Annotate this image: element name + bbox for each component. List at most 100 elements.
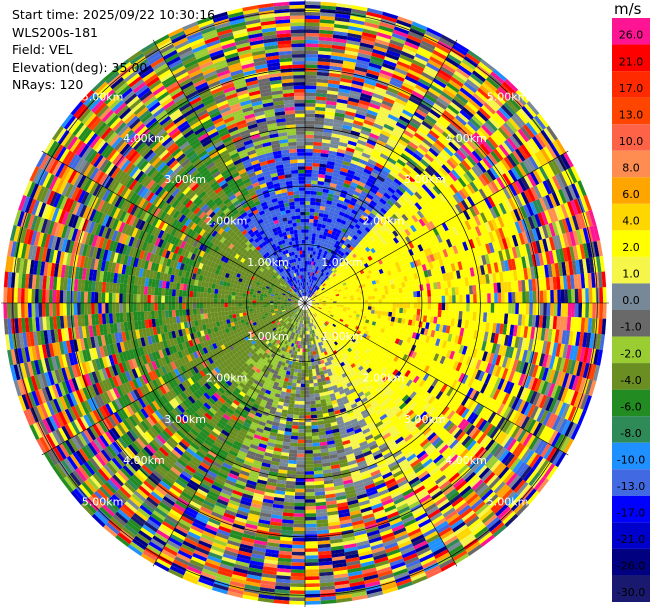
velocity-gate — [383, 271, 389, 277]
velocity-gate — [305, 232, 309, 237]
velocity-gate — [315, 400, 321, 405]
velocity-gate — [353, 240, 359, 246]
velocity-gate — [395, 293, 400, 299]
velocity-gate — [436, 354, 443, 363]
velocity-gate — [325, 304, 330, 306]
velocity-gate — [403, 491, 416, 500]
velocity-gate — [579, 228, 587, 244]
velocity-gate — [568, 330, 574, 346]
velocity-gate — [305, 450, 313, 454]
velocity-gate — [452, 360, 459, 371]
velocity-gate — [316, 191, 323, 196]
velocity-gate — [479, 284, 484, 294]
velocity-gate — [372, 283, 378, 289]
velocity-gate — [435, 43, 451, 54]
velocity-gate — [426, 463, 438, 474]
velocity-gate — [317, 278, 321, 283]
velocity-gate — [363, 312, 368, 317]
velocity-gate — [435, 206, 444, 216]
velocity-gate — [337, 274, 342, 279]
velocity-gate — [483, 472, 496, 485]
velocity-gate — [319, 19, 335, 24]
velocity-gate — [464, 277, 469, 287]
velocity-gate — [310, 307, 314, 310]
velocity-gate — [386, 117, 398, 125]
velocity-gate — [392, 293, 397, 299]
velocity-gate — [344, 179, 352, 186]
velocity-gate — [448, 454, 459, 465]
velocity-gate — [422, 315, 428, 323]
velocity-gate — [315, 311, 319, 315]
velocity-gate — [483, 514, 498, 527]
velocity-gate — [554, 401, 564, 416]
velocity-gate — [408, 172, 418, 181]
velocity-gate — [440, 317, 445, 325]
velocity-gate — [309, 294, 312, 298]
velocity-gate — [425, 222, 433, 232]
velocity-gate — [412, 285, 417, 292]
velocity-gate — [323, 128, 333, 134]
velocity-gate — [327, 333, 332, 338]
velocity-gate — [326, 251, 331, 257]
velocity-gate — [472, 358, 479, 369]
velocity-gate — [490, 150, 501, 163]
velocity-gate — [353, 190, 361, 197]
velocity-gate — [424, 214, 432, 223]
velocity-gate — [475, 392, 484, 403]
velocity-gate — [524, 338, 531, 351]
velocity-gate — [501, 201, 511, 214]
velocity-gate — [324, 316, 329, 320]
velocity-gate — [327, 214, 334, 220]
velocity-gate — [401, 258, 407, 266]
velocity-gate — [536, 478, 549, 493]
velocity-gate — [426, 418, 436, 427]
velocity-gate — [477, 145, 488, 158]
velocity-gate — [427, 432, 437, 442]
velocity-gate — [354, 250, 360, 257]
velocity-gate — [316, 78, 329, 84]
velocity-gate — [315, 300, 319, 302]
velocity-gate — [501, 303, 505, 314]
velocity-gate — [337, 214, 344, 220]
velocity-gate — [388, 311, 393, 317]
velocity-gate — [375, 270, 381, 276]
velocity-gate — [394, 338, 400, 345]
velocity-gate — [486, 119, 498, 132]
velocity-gate — [342, 253, 348, 259]
velocity-gate — [319, 163, 327, 168]
velocity-gate — [538, 252, 545, 266]
velocity-gate — [569, 345, 576, 360]
velocity-gate — [429, 511, 443, 522]
velocity-gate — [351, 338, 357, 343]
velocity-gate — [332, 285, 337, 289]
velocity-gate — [440, 561, 456, 572]
velocity-gate — [305, 162, 313, 167]
velocity-gate — [596, 256, 602, 273]
velocity-gate — [393, 278, 398, 284]
velocity-gate — [315, 304, 319, 306]
velocity-gate — [428, 322, 434, 330]
velocity-gate — [349, 185, 357, 191]
velocity-gate — [392, 104, 404, 113]
velocity-gate — [507, 259, 513, 271]
velocity-gate — [353, 294, 358, 298]
velocity-gate — [578, 332, 585, 347]
velocity-gate — [330, 136, 340, 142]
velocity-gate — [322, 323, 327, 328]
velocity-gate — [313, 269, 316, 273]
velocity-gate — [434, 217, 442, 226]
velocity-gate — [316, 274, 320, 278]
velocity-gate — [481, 274, 487, 285]
velocity-gate — [440, 178, 450, 189]
velocity-gate — [425, 262, 431, 271]
velocity-gate — [341, 186, 349, 192]
velocity-gate — [369, 284, 374, 290]
velocity-gate — [331, 176, 339, 181]
velocity-gate — [389, 464, 400, 472]
velocity-gate — [310, 286, 313, 291]
velocity-gate — [553, 206, 562, 221]
velocity-gate — [459, 327, 465, 337]
velocity-gate — [452, 390, 460, 401]
velocity-gate — [316, 82, 329, 87]
velocity-gate — [406, 198, 415, 207]
